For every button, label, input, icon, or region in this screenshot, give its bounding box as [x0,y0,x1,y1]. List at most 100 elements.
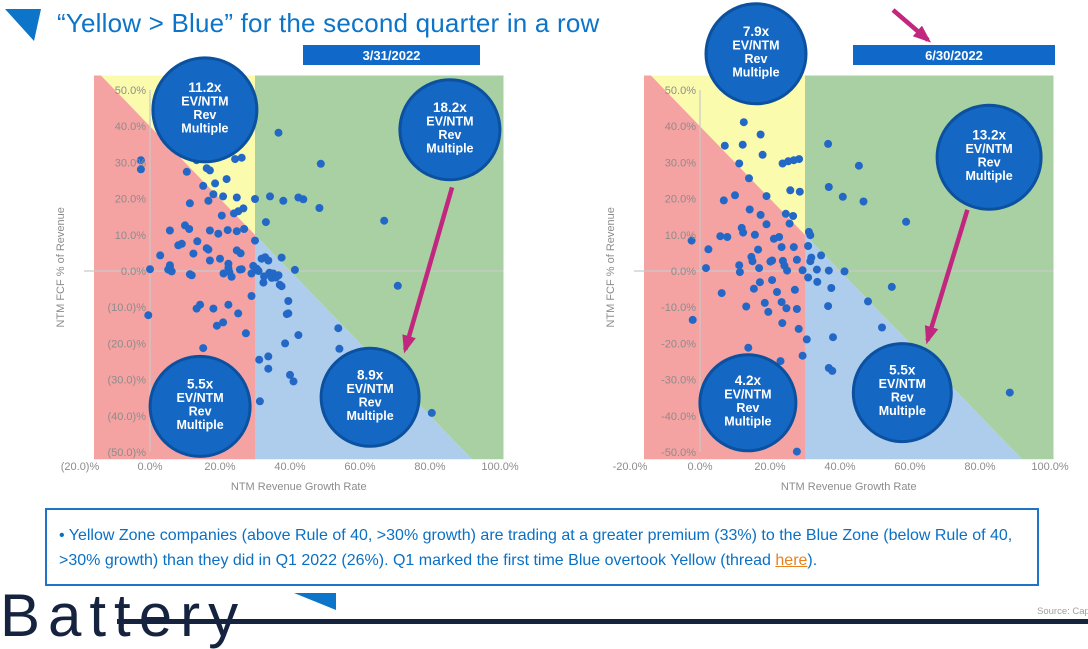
data-point [255,355,264,364]
data-point [227,272,236,281]
bubble-circle [319,346,421,448]
data-point [878,323,886,332]
bubble-circle [851,342,953,444]
data-point [266,192,274,201]
data-point [234,309,243,318]
date-banner-bg [853,45,1055,65]
y-tick-label: 40.0% [665,121,696,133]
data-point [167,267,176,276]
data-point [247,292,256,300]
data-point [217,211,226,220]
x-tick-label: (20.0)% [61,461,100,473]
data-point [792,447,801,456]
data-point [840,267,849,276]
data-point [205,226,214,235]
data-point [267,273,276,282]
data-point [202,244,211,253]
data-point [795,155,804,164]
y-axis-title: NTM FCF % of Revenue [55,207,67,327]
x-tick-label: -20.0% [613,461,648,473]
data-point [748,257,757,266]
y-tick-label: -20.0% [661,338,696,350]
y-axis-title: NTM FCF % of Revenue [605,207,617,327]
y-tick-label: 40.0% [115,121,146,133]
data-point [755,278,764,287]
data-point [702,264,710,273]
data-point [214,229,223,238]
bubble-label: 7.9x EV/NTM Rev Multiple [732,24,779,80]
x-tick-label: 60.0% [894,461,925,473]
data-point [232,227,241,236]
data-point [249,261,258,270]
data-point [812,265,821,274]
data-point [777,298,786,307]
data-point [792,255,801,264]
data-point [762,192,771,201]
data-point [738,140,747,149]
data-point [802,335,811,344]
callout-text: Yellow Zone companies (above Rule of 40,… [59,527,1013,569]
y-tick-label: 10.0% [665,230,696,242]
triangle-shape [5,9,41,41]
data-point [193,237,202,246]
data-point [745,174,753,183]
thread-link[interactable]: here [775,551,808,569]
data-point [704,245,713,254]
data-point [742,302,751,311]
bubble-label: 13.2x EV/NTM Rev Multiple [965,127,1012,183]
data-point [824,139,833,148]
battery-wordmark: Battery [0,582,247,649]
data-point [251,236,259,245]
data-point [827,284,836,292]
data-point [817,251,826,260]
data-point [192,304,201,313]
data-point [182,167,191,176]
data-point [776,357,785,366]
x-tick-label: 20.0% [754,461,785,473]
data-point [299,195,308,204]
data-point [185,199,194,208]
data-point [216,254,224,263]
data-point [239,204,248,213]
data-point [199,181,208,190]
date-banner-bg [303,45,480,65]
data-point [723,233,732,241]
data-point [136,156,145,165]
data-point [255,397,264,406]
data-point [380,216,389,225]
data-point [745,205,754,214]
multiple-bubble: 5.5x EV/NTM Rev Multiple [148,354,252,458]
data-point [731,191,739,200]
data-point [755,264,764,273]
data-point [264,256,273,265]
data-point [756,210,765,219]
data-point [749,284,758,293]
bubble-label: 5.5x EV/NTM Rev Multiple [879,363,926,419]
data-point [144,311,153,320]
data-point [189,249,198,258]
data-point [224,300,233,309]
data-point [236,249,245,258]
y-tick-label: -30.0% [661,375,696,387]
multiple-trend-arrow [924,209,970,345]
x-tick-label: 80.0% [964,461,995,473]
data-point [806,257,815,266]
data-point [247,269,256,278]
data-point [251,195,259,203]
data-point [720,141,729,150]
data-point [838,192,847,201]
date-label: 6/30/2022 [925,48,983,63]
triangle-shape [294,593,336,610]
y-tick-label: 10.0% [115,230,146,242]
bubble-label: 4.2x EV/NTM Rev Multiple [724,373,771,429]
data-point [264,364,273,373]
scatter-points [687,118,1014,456]
x-tick-label: 60.0% [344,461,375,473]
data-point [279,196,288,205]
zone-yellow [651,75,805,235]
x-tick-label: 40.0% [274,461,305,473]
data-point [165,226,174,235]
callout-text-end: ). [807,551,818,569]
data-point [887,282,896,291]
y-tick-label: -50.0% [661,447,696,459]
